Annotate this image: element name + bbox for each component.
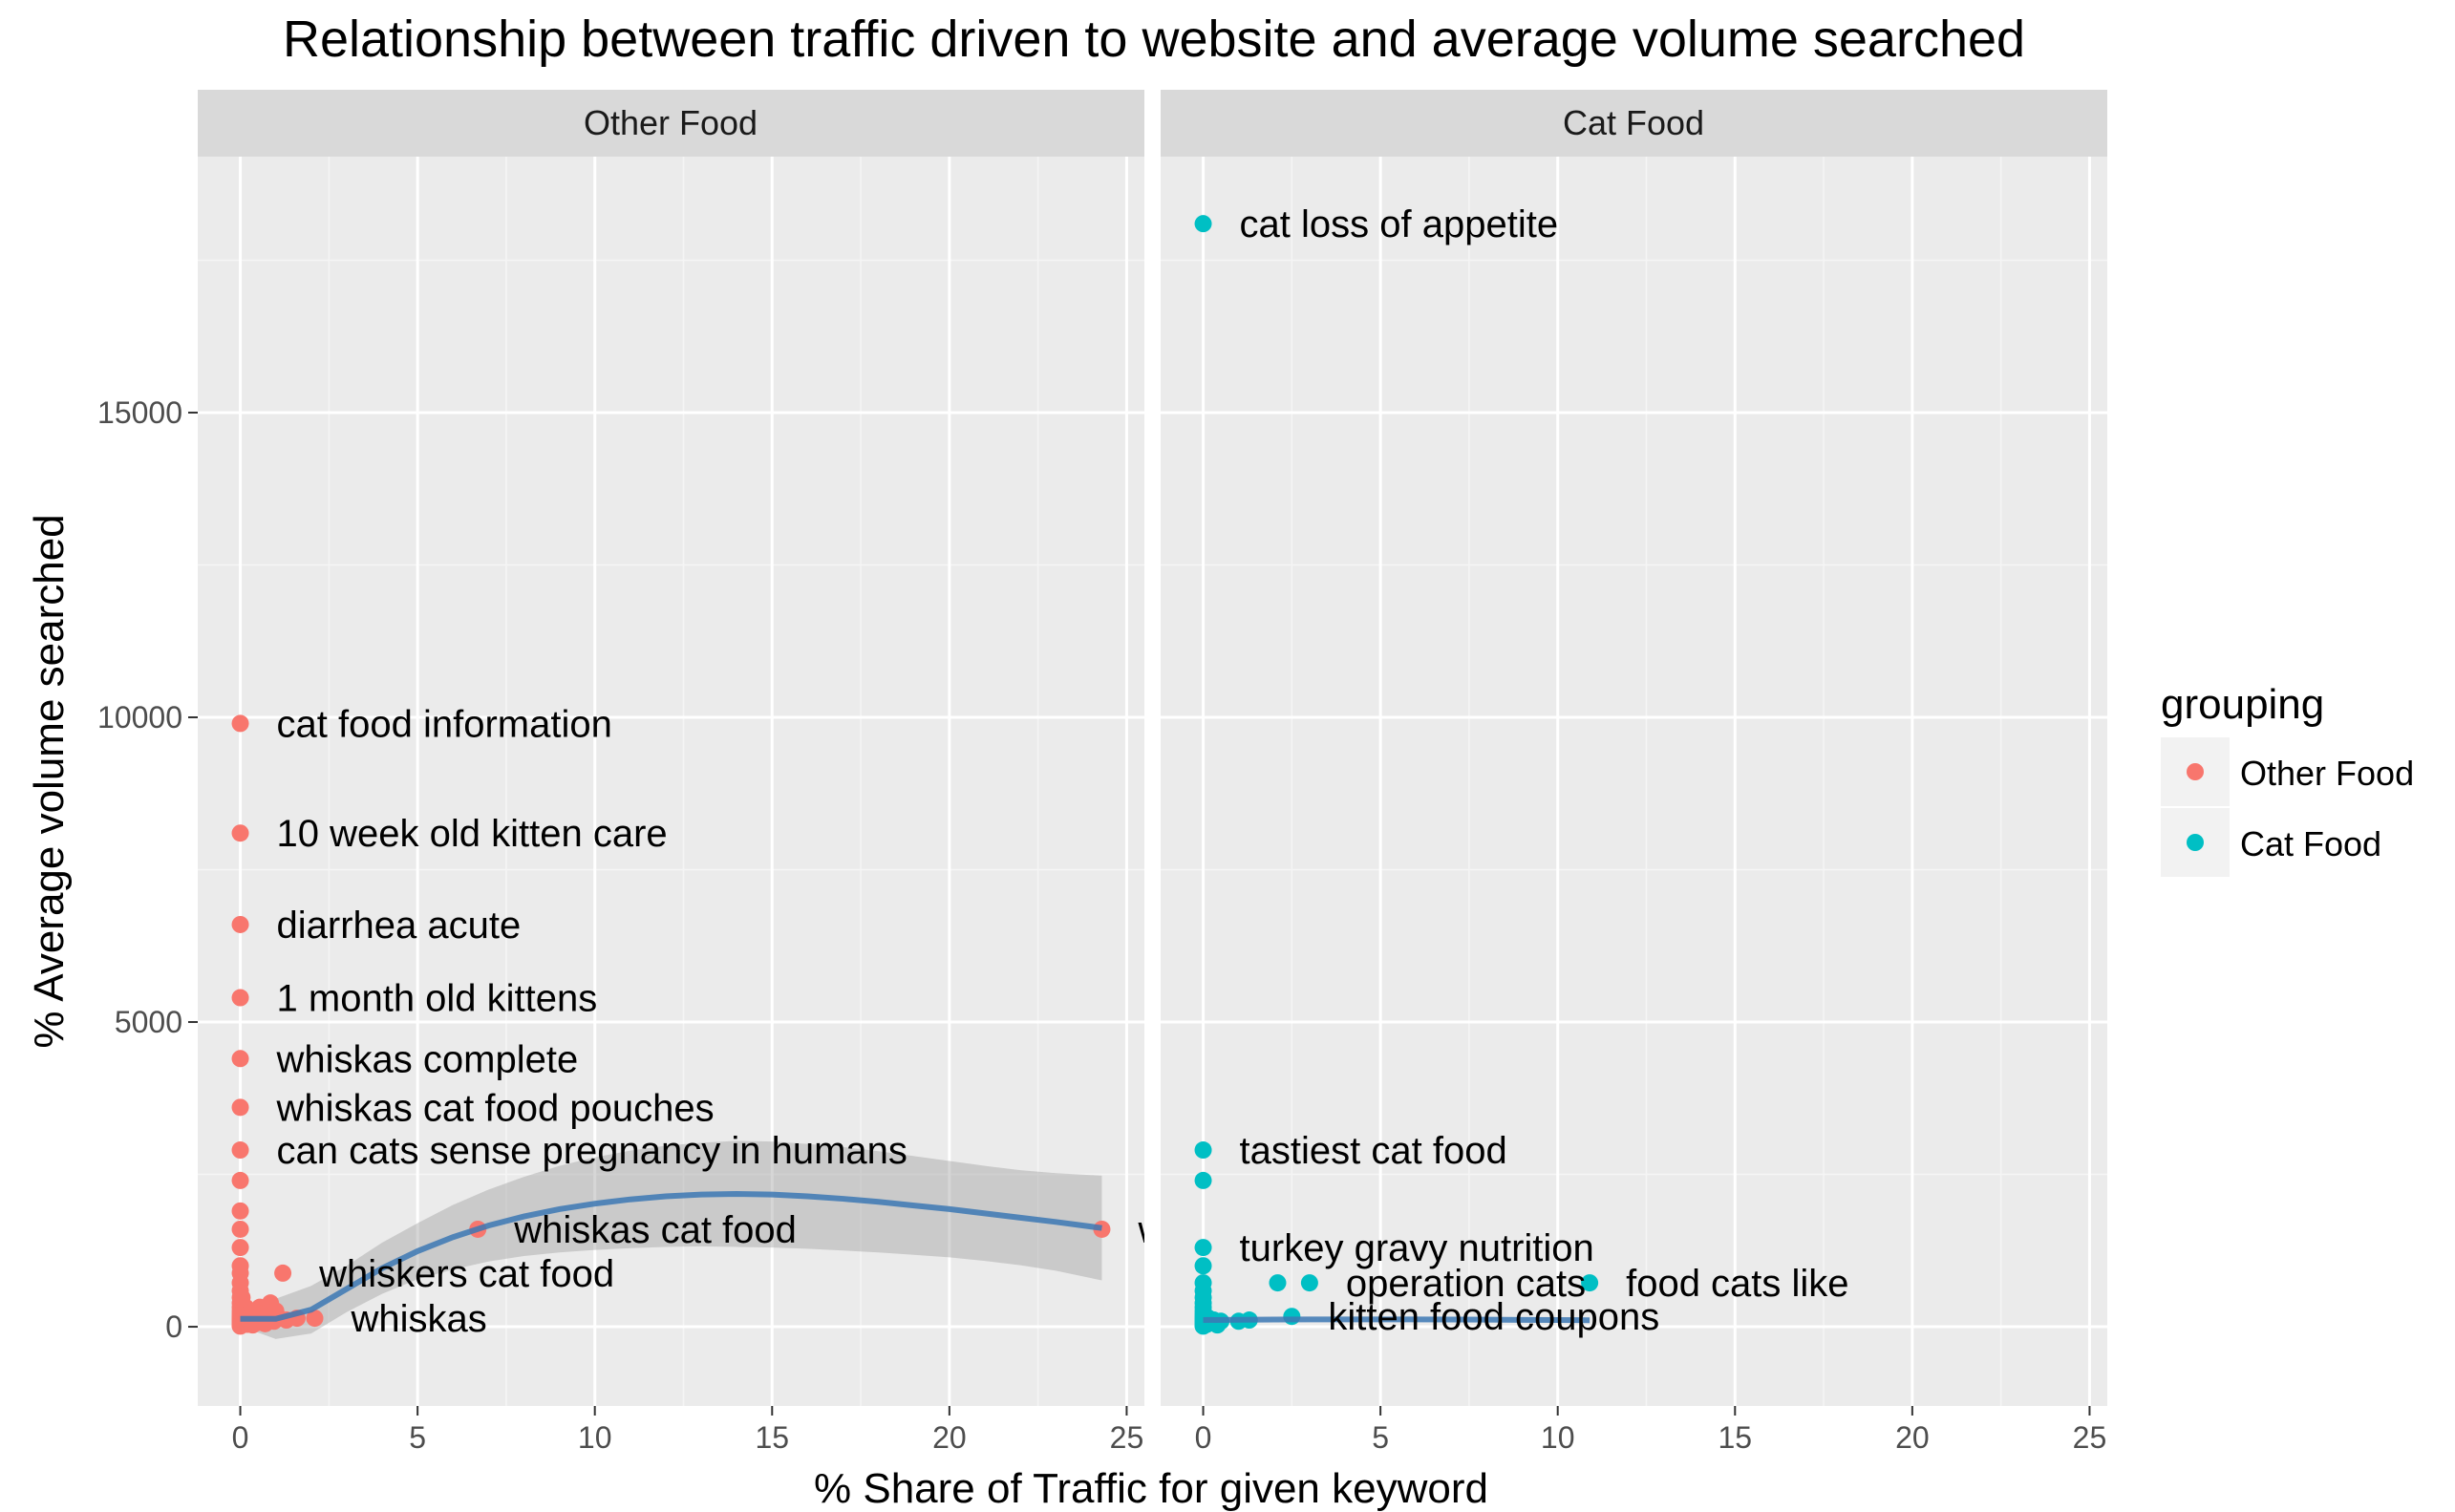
legend: grouping Other Food Cat Food	[2161, 681, 2414, 877]
x-axis-cat-food: 0 5 10 15 20 25	[1195, 1406, 2107, 1455]
x-tick-label: 20	[1895, 1420, 1930, 1455]
x-tick-label: 0	[1195, 1420, 1212, 1455]
data-point	[231, 824, 249, 842]
data-point	[1283, 1308, 1301, 1326]
data-point	[231, 989, 249, 1007]
data-point	[1194, 1239, 1212, 1257]
x-axis-other-food: 0 5 10 15 20 25	[232, 1406, 1144, 1455]
legend-marker-cat-food	[2187, 834, 2204, 851]
x-tick-label: 15	[755, 1420, 789, 1455]
point-label: cat loss of appetite	[1240, 203, 1559, 245]
point-labels-other-food: cat food information 10 week old kitten c…	[276, 703, 1165, 1340]
point-label: cat food information	[277, 703, 612, 745]
x-tick-label: 20	[932, 1420, 967, 1455]
data-point	[231, 1171, 249, 1189]
smooth-line-other-food	[240, 1190, 1102, 1322]
plot-area-cat-food	[1161, 157, 2107, 1406]
data-point	[1194, 1257, 1212, 1275]
y-tick-label: 15000	[97, 395, 182, 430]
x-tick-label: 15	[1718, 1420, 1752, 1455]
y-tick-label: 0	[165, 1310, 182, 1344]
data-point	[1194, 1171, 1212, 1189]
legend-label-other-food: Other Food	[2240, 754, 2414, 793]
data-point	[231, 1220, 249, 1238]
smooth-line	[1203, 1316, 1590, 1324]
x-tick-label: 25	[1110, 1420, 1144, 1455]
point-label: turkey gravy nutrition	[1240, 1227, 1594, 1269]
y-axis-label: % Average volume searched	[26, 514, 73, 1048]
data-point	[1194, 215, 1212, 233]
point-label: 10 week old kitten care	[277, 813, 668, 855]
legend-title: grouping	[2161, 681, 2324, 728]
strip-label-cat-food: Cat Food	[1563, 103, 1704, 142]
point-label: whiskas cat food pouches	[276, 1087, 715, 1129]
data-point	[231, 1239, 249, 1257]
point-label: tastiest cat food	[1240, 1130, 1507, 1172]
y-axis: 0 5000 10000 15000	[97, 395, 198, 1344]
data-point	[231, 915, 249, 933]
data-point	[1581, 1274, 1599, 1292]
point-label: diarrhea acute	[277, 905, 522, 947]
y-tick-label: 5000	[115, 1005, 182, 1039]
panel-cat-food: Cat Food cat loss of appetite tastiest ca…	[1161, 90, 2107, 1406]
data-point	[231, 1141, 249, 1160]
legend-label-cat-food: Cat Food	[2240, 824, 2381, 863]
legend-marker-other-food	[2187, 763, 2204, 780]
data-point	[306, 1310, 324, 1328]
data-point	[231, 1098, 249, 1117]
strip-cat-food	[1161, 90, 2107, 157]
data-point	[231, 1050, 249, 1068]
x-axis-label: % Share of Traffic for given keyword	[814, 1465, 1488, 1512]
smooth-ribbon-other-food	[240, 1140, 1102, 1339]
point-label: whiskas	[350, 1298, 486, 1340]
data-point	[231, 714, 249, 733]
point-label: operation cats	[1346, 1263, 1586, 1305]
data-point	[231, 1202, 249, 1220]
panel-other-food: Other Food cat food information 10 week o…	[198, 90, 1165, 1406]
point-label: whiskas cat food	[513, 1209, 797, 1251]
data-point	[274, 1264, 292, 1282]
gridlines-cat-food	[1161, 157, 2107, 1406]
y-tick-label: 10000	[97, 700, 182, 735]
point-label: whiskas complete	[276, 1038, 579, 1080]
x-tick-label: 0	[232, 1420, 249, 1455]
x-tick-label: 25	[2073, 1420, 2107, 1455]
point-label: kitten food coupons	[1328, 1296, 1659, 1338]
chart-title: Relationship between traffic driven to w…	[283, 11, 2025, 68]
point-label: whiskers cat food	[318, 1253, 614, 1295]
point-label: w	[1137, 1209, 1165, 1251]
x-tick-label: 10	[578, 1420, 612, 1455]
x-tick-label: 5	[1372, 1420, 1389, 1455]
data-point	[1300, 1274, 1318, 1292]
gridlines-other-food	[198, 157, 1144, 1406]
strip-other-food	[198, 90, 1144, 157]
data-point	[1194, 1141, 1212, 1160]
smooth-line-cat-food	[1203, 1316, 1590, 1324]
point-label: can cats sense pregnancy in humans	[277, 1130, 907, 1172]
data-point	[1269, 1274, 1287, 1292]
point-labels-cat-food: cat loss of appetite tastiest cat food tur…	[1240, 203, 1849, 1338]
x-tick-label: 5	[409, 1420, 426, 1455]
smooth-line	[240, 1190, 1102, 1322]
point-label: 1 month old kittens	[277, 978, 598, 1020]
confidence-band	[240, 1140, 1102, 1339]
x-tick-label: 10	[1541, 1420, 1575, 1455]
strip-label-other-food: Other Food	[584, 103, 758, 142]
point-label: food cats like	[1626, 1263, 1848, 1305]
